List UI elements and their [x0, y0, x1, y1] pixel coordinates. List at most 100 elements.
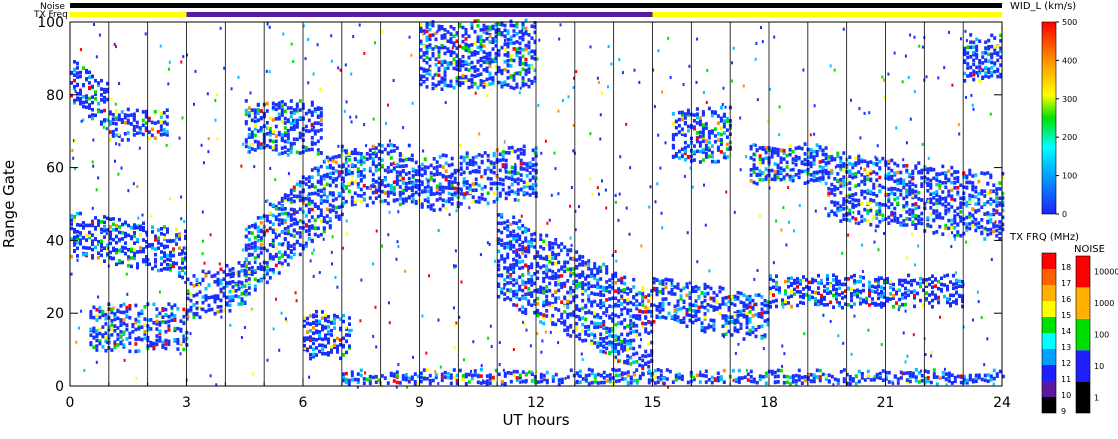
echo-cell — [319, 111, 323, 115]
echo-cell — [512, 291, 516, 296]
echo-cell — [231, 285, 235, 289]
echo-cell — [213, 311, 217, 316]
echo-cell — [914, 216, 918, 221]
echo-cell — [626, 292, 630, 296]
echo-cell — [98, 309, 102, 314]
echo-cell — [325, 199, 329, 204]
echo-cell — [782, 151, 786, 155]
echo-cell — [319, 194, 323, 199]
echo-cell — [79, 223, 82, 227]
echo-cell — [195, 306, 199, 311]
echo-cell — [480, 160, 484, 165]
echo-cell — [70, 214, 73, 218]
echo-cell — [727, 295, 731, 299]
echo-cell — [154, 237, 157, 242]
echo-cell — [638, 344, 642, 349]
echo-cell — [772, 278, 775, 283]
echo-cell — [575, 250, 579, 254]
echo-cell — [673, 285, 677, 289]
echo-cell — [444, 186, 448, 190]
echo-cell — [280, 133, 284, 137]
echo-cell — [707, 130, 711, 134]
echo-cell — [491, 81, 495, 86]
echo-cell — [337, 173, 341, 178]
echo-cell — [437, 24, 441, 29]
echo-cell — [584, 263, 588, 267]
echo-cell — [697, 305, 701, 310]
echo-cell — [219, 278, 223, 283]
echo-cell — [911, 169, 915, 174]
echo-cell — [419, 55, 423, 59]
echo-cell — [522, 149, 526, 153]
echo-cell — [857, 170, 861, 174]
echo-cell — [289, 213, 293, 217]
echo-cell — [458, 44, 462, 49]
echo-cell — [703, 282, 707, 287]
echo-cell — [510, 170, 514, 174]
echo-cell — [527, 264, 531, 269]
echo-cell — [694, 303, 698, 308]
echo-cell — [977, 179, 981, 184]
echo-cell — [718, 305, 722, 310]
echo-cell — [422, 51, 426, 55]
echo-cell — [210, 295, 214, 299]
echo-cell — [539, 254, 543, 259]
echo-cell — [524, 61, 528, 66]
echo-cell — [826, 281, 829, 286]
echo-cell — [593, 311, 597, 316]
echo-cell — [880, 276, 883, 280]
echo-cell — [157, 236, 160, 240]
echo-cell — [917, 205, 921, 209]
echo-cell — [946, 287, 949, 292]
echo-cell — [479, 79, 483, 83]
echo-cell — [890, 174, 894, 179]
echo-cell — [581, 281, 585, 285]
echo-cell — [319, 136, 323, 140]
echo-cell — [736, 316, 740, 320]
echo-cell — [605, 286, 609, 290]
echo-cell — [398, 193, 402, 197]
echo-cell — [176, 307, 180, 311]
echo-cell — [339, 338, 342, 342]
echo-cell — [498, 177, 502, 181]
echo-cell — [419, 82, 423, 87]
echo-cell — [157, 246, 160, 250]
echo-cell — [956, 206, 960, 211]
echo-cell — [605, 335, 609, 340]
echo-cell — [881, 203, 885, 207]
echo-cell — [581, 263, 585, 267]
echo-cell — [509, 222, 513, 227]
echo-cell — [779, 160, 783, 164]
echo-cell — [163, 245, 166, 250]
echo-cell — [766, 300, 770, 304]
echo-cell — [398, 202, 402, 207]
echo-cell — [129, 122, 133, 126]
echo-cell — [453, 193, 457, 197]
echo-cell — [818, 169, 822, 174]
echo-cell — [673, 314, 677, 318]
echo-cell — [489, 186, 493, 191]
echo-cell — [536, 311, 540, 316]
echo-cell — [143, 305, 147, 309]
echo-cell — [596, 303, 600, 307]
echo-cell — [126, 131, 130, 135]
echo-cell — [596, 321, 600, 326]
echo-cell — [353, 200, 357, 204]
echo-cell — [661, 279, 665, 283]
echo-cell — [928, 293, 931, 297]
echo-cell — [307, 237, 311, 241]
echo-cell — [883, 302, 886, 306]
echo-cell — [719, 119, 723, 123]
echo-cell — [917, 161, 921, 165]
echo-cell — [371, 144, 375, 149]
echo-cell — [256, 225, 260, 230]
echo-cell — [914, 202, 918, 206]
echo-cell — [271, 268, 275, 272]
echo-cell — [515, 22, 519, 26]
echo-cell — [833, 200, 837, 205]
echo-cell — [980, 231, 984, 236]
echo-cell — [661, 282, 665, 286]
echo-cell — [623, 288, 627, 292]
echo-cell — [464, 37, 468, 41]
echo-cell — [389, 190, 393, 195]
